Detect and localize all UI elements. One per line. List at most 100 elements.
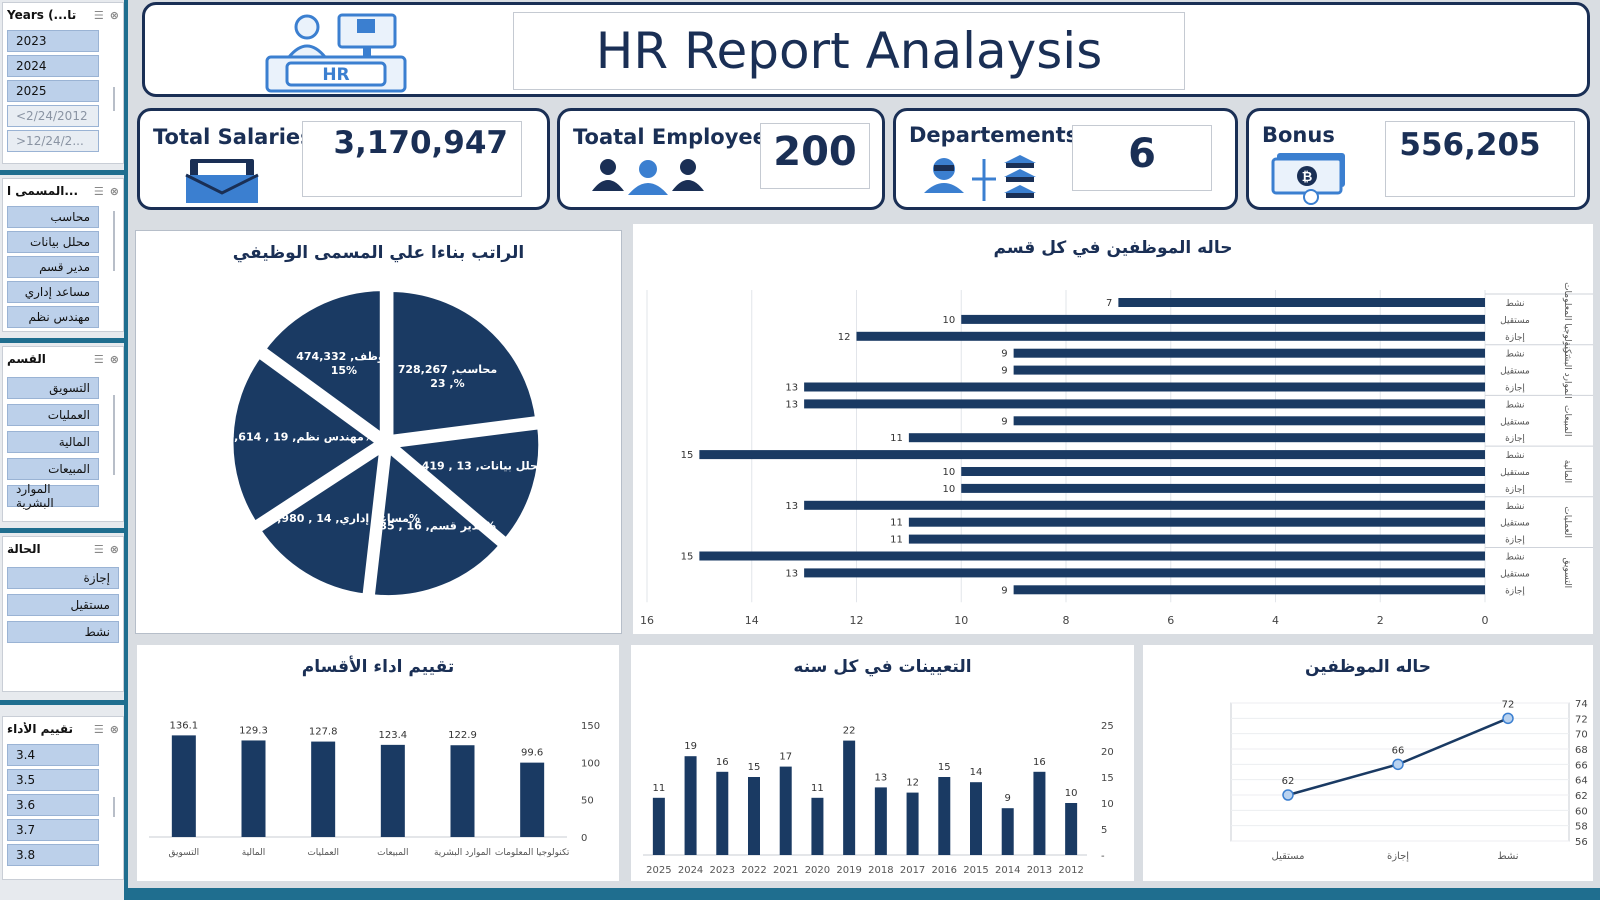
kpi-label: Bonus	[1262, 123, 1335, 147]
y-status-label: إجازة	[1505, 485, 1525, 495]
bar-data-label: 7	[1106, 298, 1112, 309]
status-bar	[908, 433, 1485, 443]
value-bar	[716, 771, 729, 855]
slicer-item[interactable]: المالية	[7, 431, 99, 453]
slicer-scrollbar[interactable]	[113, 797, 115, 817]
x-tick-label: العمليات	[307, 848, 339, 858]
hires-per-year-chart: 252015105-112025192024162023152022172021…	[643, 721, 1114, 876]
divider	[0, 528, 124, 533]
multi-select-icon[interactable]: ☰	[93, 722, 104, 736]
y-status-label: إجازة	[1505, 333, 1525, 343]
chart-title: تقييم اداء الأقسام	[301, 657, 455, 677]
bar-data-label: 10	[943, 484, 956, 495]
slicer-title: الحالة	[7, 542, 41, 556]
point-data-label: 62	[1282, 776, 1295, 787]
slicer-item[interactable]: مساعد إداري	[7, 281, 99, 303]
slicer-item[interactable]: التسويق	[7, 377, 99, 399]
pie-data-label: محاسب, 728,267	[398, 363, 497, 376]
clear-filter-icon[interactable]: ⊗	[109, 184, 119, 198]
pie-data-label: 23 ,%	[430, 377, 464, 390]
bar-data-label: 14	[970, 767, 983, 778]
pie-data-label: 15%	[331, 364, 357, 377]
slicer-item[interactable]: 2025	[7, 80, 99, 102]
multi-select-icon[interactable]: ☰	[93, 184, 104, 198]
slicer-rating: تقييم الأداء ☰ ⊗ 3.4 3.5 3.6 3.7 3.8	[2, 716, 124, 880]
slicer-item[interactable]: محاسب	[7, 206, 99, 228]
slicer-item[interactable]: محلل بيانات	[7, 231, 99, 253]
kpi-total-employees: Toatal Employees 200	[557, 108, 885, 210]
clear-filter-icon[interactable]: ⊗	[109, 722, 119, 736]
pie-slice	[257, 284, 387, 445]
y-tick-label: 5	[1101, 825, 1107, 836]
bar-data-label: 12	[838, 332, 851, 343]
value-bar	[1033, 771, 1046, 855]
bar-data-label: 16	[716, 757, 729, 768]
slicer-item[interactable]: 3.5	[7, 769, 99, 791]
page-title: HR Report Analaysis	[595, 22, 1103, 80]
status-bar	[804, 399, 1485, 409]
slicer-item[interactable]: <2/24/2012	[7, 105, 99, 127]
y-tick-label: 56	[1575, 837, 1588, 848]
y-status-label: مستقيل	[1500, 367, 1530, 377]
y-group-label: الموارد البشرية	[1562, 342, 1572, 399]
slicer-item[interactable]: 3.4	[7, 744, 99, 766]
y-tick-label: 25	[1101, 721, 1114, 732]
slicer-item[interactable]: مستقيل	[7, 594, 119, 616]
slicer-years: Years (...تا ☰ ⊗ 2023 2024 2025 <2/24/2012…	[2, 2, 124, 164]
pie-slice	[367, 441, 508, 603]
bar-data-label: 12	[906, 778, 919, 789]
slicer-scrollbar[interactable]	[113, 395, 115, 475]
x-tick-label: 4	[1272, 614, 1279, 627]
pie-data-label: مدير قسم, 16 , 495,335%	[345, 519, 496, 532]
kpi-label: Toatal Employees	[573, 125, 761, 149]
value-bar	[970, 782, 982, 855]
slicer-department: القسم ☰ ⊗ التسويق العمليات المالية المبيعا…	[2, 346, 124, 522]
slicer-item[interactable]: مهندس نظم	[7, 306, 99, 328]
y-status-label: نشط	[1505, 502, 1524, 512]
pie-chart-panel: الراتب بناءا علي المسمى الوظيفي محاسب, 7…	[135, 230, 622, 634]
bar-data-label: 22	[843, 726, 856, 737]
clear-filter-icon[interactable]: ⊗	[109, 542, 119, 556]
x-tick-label: 2	[1377, 614, 1384, 627]
y-status-label: نشط	[1505, 350, 1524, 360]
slicer-item[interactable]: 2024	[7, 55, 99, 77]
point-data-label: 72	[1502, 699, 1515, 710]
pie-slice	[252, 441, 388, 602]
slicer-item[interactable]: المبيعات	[7, 458, 99, 480]
slicer-item[interactable]: 2023	[7, 30, 99, 52]
value-bar	[684, 756, 697, 855]
x-tick-label: 2012	[1058, 865, 1083, 876]
slicer-item[interactable]: 3.6	[7, 794, 99, 816]
slicer-item[interactable]: >12/24/2...	[7, 130, 99, 152]
slicer-item[interactable]: إجازة	[7, 567, 119, 589]
slicer-item[interactable]: 3.7	[7, 819, 99, 841]
y-tick-label: 74	[1575, 699, 1588, 710]
multi-select-icon[interactable]: ☰	[93, 8, 104, 22]
value-bar	[652, 797, 665, 855]
multi-select-icon[interactable]: ☰	[93, 542, 104, 556]
y-status-label: مستقيل	[1500, 569, 1530, 579]
bar-data-label: 10	[1065, 788, 1078, 799]
slicer-item[interactable]: 3.8	[7, 844, 99, 866]
kpi-value: 200	[773, 129, 857, 175]
clear-filter-icon[interactable]: ⊗	[109, 352, 119, 366]
x-tick-label: مستقيل	[1272, 851, 1305, 862]
salary-envelope-icon	[185, 159, 259, 203]
slicer-scrollbar[interactable]	[113, 211, 115, 271]
slicer-scrollbar[interactable]	[113, 87, 115, 111]
status-by-department-chart: 16 14 12 10 8 6 4 2 0 تكنولوجيا المعلومات 7 نشط 10 مس…	[640, 282, 1593, 627]
y-tick-label: 20	[1101, 747, 1114, 758]
slicer-item[interactable]: العمليات	[7, 404, 99, 426]
clear-filter-icon[interactable]: ⊗	[109, 8, 119, 22]
y-tick-label: 64	[1575, 776, 1588, 787]
multi-select-icon[interactable]: ☰	[93, 352, 104, 366]
y-tick-label: 66	[1575, 760, 1588, 771]
slicer-item[interactable]: الموارد البشرية	[7, 482, 99, 510]
slicer-item[interactable]: مدير قسم	[7, 256, 99, 278]
department-performance-chart: 150 100 50 0 136.1 التسويق 129.3 المالية 127.8 ال…	[149, 720, 600, 858]
bar-data-label: 15	[681, 552, 694, 563]
y-status-label: إجازة	[1505, 586, 1525, 596]
slicer-item[interactable]: نشط	[7, 621, 119, 643]
pie-slice	[386, 284, 543, 443]
